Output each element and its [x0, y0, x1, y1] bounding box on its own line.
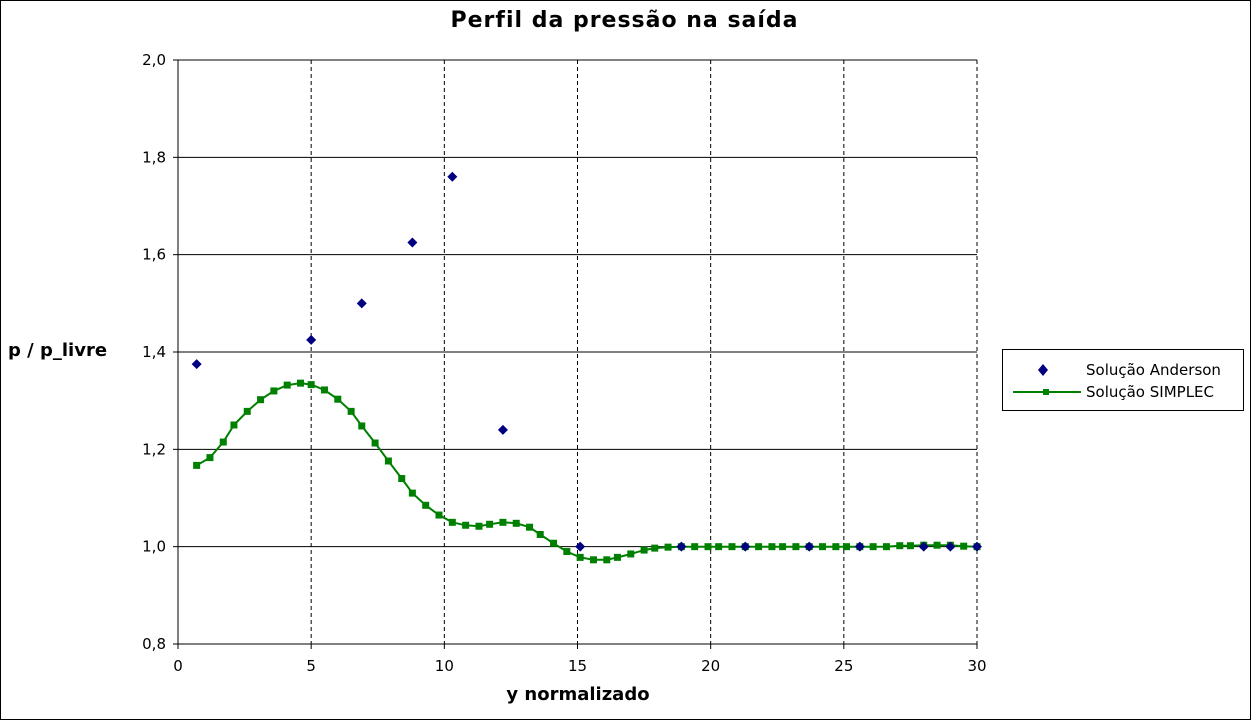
x-axis-label: y normalizado: [506, 684, 650, 705]
data-point-simplec: [475, 522, 483, 530]
data-point-anderson: [191, 359, 202, 370]
data-point-simplec: [358, 422, 366, 430]
series-line-simplec: [196, 382, 978, 561]
data-point-simplec: [448, 518, 456, 526]
data-point-simplec: [755, 543, 763, 551]
data-point-simplec: [691, 543, 699, 551]
y-tick-label: 1,6: [142, 246, 166, 264]
data-point-anderson: [854, 541, 865, 552]
data-point-simplec: [576, 553, 584, 561]
data-point-simplec: [792, 543, 800, 551]
data-point-anderson: [676, 541, 687, 552]
data-point-simplec: [512, 519, 520, 527]
data-point-simplec: [320, 386, 328, 394]
data-point-anderson: [356, 298, 367, 309]
x-tick-label: 25: [834, 657, 853, 675]
data-point-simplec: [613, 553, 621, 561]
data-point-simplec: [297, 379, 305, 387]
data-point-anderson: [972, 541, 982, 552]
data-point-simplec: [206, 454, 214, 462]
x-tick-label: 5: [306, 657, 316, 675]
y-tick-label: 1,8: [142, 148, 166, 166]
x-tick-label: 30: [967, 657, 986, 675]
chart-title: Perfil da pressão na saída: [450, 8, 799, 33]
data-point-simplec: [422, 501, 430, 509]
data-point-simplec: [486, 520, 494, 528]
legend-label-simplec: Solução SIMPLEC: [1086, 383, 1214, 401]
data-point-simplec: [384, 457, 392, 465]
y-tick-label: 2,0: [142, 51, 166, 69]
x-tick-label: 20: [701, 657, 720, 675]
data-point-simplec: [960, 542, 968, 550]
data-point-simplec: [462, 521, 470, 529]
x-tick-label: 10: [435, 657, 454, 675]
data-point-anderson: [306, 334, 317, 345]
data-point-anderson: [497, 424, 508, 435]
legend-label-anderson: Solução Anderson: [1086, 361, 1221, 379]
x-tick-label: 15: [568, 657, 587, 675]
data-point-simplec: [819, 543, 827, 551]
data-point-simplec: [627, 550, 635, 558]
data-point-anderson: [447, 171, 458, 182]
data-point-simplec: [307, 381, 315, 389]
legend: Solução Anderson Solução SIMPLEC: [1002, 349, 1244, 411]
data-point-simplec: [933, 541, 941, 549]
data-point-simplec: [728, 543, 736, 551]
y-tick-label: 1,0: [142, 538, 166, 556]
data-point-anderson: [740, 541, 751, 552]
data-point-simplec: [270, 387, 278, 395]
data-point-simplec: [193, 461, 201, 469]
data-point-simplec: [257, 396, 265, 404]
data-point-simplec: [563, 548, 571, 556]
data-point-simplec: [526, 523, 534, 531]
line-square-marker-icon: [1013, 389, 1081, 395]
data-point-simplec: [550, 539, 558, 547]
data-point-simplec: [664, 543, 672, 551]
data-point-simplec: [408, 489, 416, 497]
data-point-simplec: [704, 543, 712, 551]
data-point-simplec: [334, 395, 342, 403]
data-point-simplec: [243, 407, 251, 415]
data-point-simplec: [832, 543, 840, 551]
data-point-anderson: [407, 237, 418, 248]
data-point-simplec: [499, 518, 507, 526]
data-point-simplec: [283, 381, 291, 389]
data-point-simplec: [869, 543, 877, 551]
data-point-simplec: [768, 543, 776, 551]
data-point-simplec: [882, 543, 890, 551]
data-point-simplec: [347, 407, 355, 415]
data-point-simplec: [398, 475, 406, 483]
legend-item-anderson: Solução Anderson: [1003, 359, 1243, 381]
data-point-simplec: [651, 544, 659, 552]
data-point-simplec: [589, 556, 597, 564]
data-point-simplec: [779, 543, 787, 551]
data-point-anderson: [575, 541, 586, 552]
data-point-simplec: [371, 439, 379, 447]
diamond-marker-icon: [1038, 364, 1048, 376]
data-point-simplec: [219, 438, 227, 446]
data-point-simplec: [435, 511, 443, 519]
y-tick-label: 1,4: [142, 343, 166, 361]
data-point-anderson: [804, 541, 815, 552]
y-axis-label: p / p_livre: [8, 340, 108, 361]
data-point-simplec: [896, 542, 904, 550]
data-point-anderson: [918, 541, 929, 552]
data-point-simplec: [715, 543, 723, 551]
data-point-simplec: [906, 542, 914, 550]
legend-item-simplec: Solução SIMPLEC: [1003, 381, 1243, 403]
y-tick-label: 0,8: [142, 635, 166, 653]
y-tick-label: 1,2: [142, 440, 166, 458]
data-point-simplec: [536, 531, 544, 538]
data-point-simplec: [842, 543, 850, 551]
data-point-simplec: [603, 556, 611, 564]
data-point-simplec: [230, 421, 238, 429]
data-point-anderson: [945, 541, 956, 552]
x-tick-label: 0: [173, 657, 183, 675]
data-point-simplec: [640, 546, 648, 554]
